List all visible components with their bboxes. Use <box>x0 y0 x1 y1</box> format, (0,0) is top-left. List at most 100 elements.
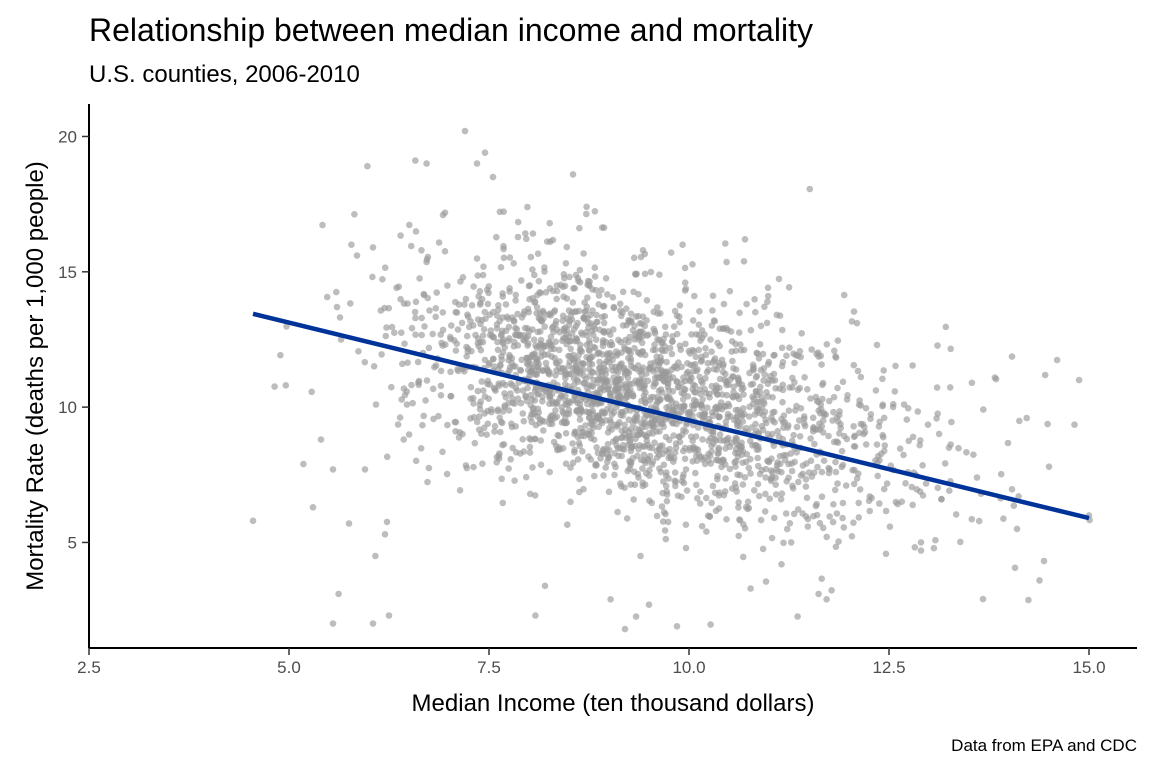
scatter-point <box>522 230 529 237</box>
scatter-point <box>580 250 587 257</box>
scatter-point <box>829 518 837 526</box>
scatter-point <box>493 312 501 320</box>
scatter-point <box>723 516 730 523</box>
scatter-point <box>598 385 605 392</box>
scatter-point <box>610 303 618 311</box>
scatter-point <box>550 308 558 316</box>
scatter-point <box>478 295 486 303</box>
scatter-point <box>755 492 763 500</box>
scatter-point <box>399 360 406 368</box>
scatter-point <box>817 352 825 360</box>
scatter-point <box>716 375 724 383</box>
scatter-point <box>970 451 977 459</box>
scatter-point <box>595 423 602 431</box>
scatter-point <box>919 462 926 469</box>
scatter-point <box>473 418 481 426</box>
scatter-point <box>355 348 362 355</box>
scatter-point <box>461 301 468 308</box>
scatter-point <box>818 361 825 368</box>
scatter-point <box>1036 577 1043 584</box>
scatter-point <box>437 382 445 390</box>
scatter-point <box>699 436 706 443</box>
scatter-point <box>619 322 627 329</box>
scatter-point <box>654 421 662 428</box>
scatter-point <box>823 533 830 541</box>
scatter-point <box>377 307 385 314</box>
scatter-point <box>779 326 786 334</box>
scatter-point <box>511 477 518 485</box>
scatter-point <box>840 524 848 531</box>
scatter-point <box>500 254 508 262</box>
scatter-point <box>762 490 769 498</box>
scatter-point <box>630 288 637 296</box>
scatter-point <box>575 439 583 447</box>
scatter-point <box>1016 417 1023 425</box>
scatter-point <box>742 424 750 432</box>
regression-line <box>252 311 1090 521</box>
scatter-point <box>702 375 709 382</box>
scatter-point <box>880 367 887 374</box>
scatter-point <box>549 236 557 244</box>
scatter-point <box>401 391 409 399</box>
scatter-point <box>752 420 759 428</box>
scatter-point <box>393 284 400 292</box>
scatter-point <box>980 406 987 413</box>
scatter-point <box>836 430 843 437</box>
scatter-point <box>672 482 679 490</box>
scatter-point <box>662 535 670 543</box>
scatter-point <box>795 478 802 486</box>
scatter-point <box>802 476 810 483</box>
scatter-point <box>789 374 796 382</box>
scatter-point <box>695 321 703 329</box>
scatter-point <box>661 527 669 534</box>
scatter-point <box>909 433 917 441</box>
x-axis-ticks: 2.5 5.0 7.5 10.0 12.5 15.0 <box>77 648 1106 677</box>
scatter-point <box>555 446 562 453</box>
scatter-point <box>908 483 916 491</box>
scatter-point <box>491 428 498 435</box>
scatter-point <box>435 239 443 246</box>
scatter-point <box>872 387 880 394</box>
scatter-point <box>804 523 812 530</box>
scatter-point <box>552 317 560 325</box>
scatter-point <box>762 474 769 481</box>
scatter-point <box>619 288 627 296</box>
scatter-point <box>736 517 744 524</box>
scatter-point <box>777 495 785 503</box>
scatter-point <box>783 525 791 533</box>
scatter-point <box>771 514 778 522</box>
scatter-point <box>569 171 577 178</box>
scatter-point <box>528 367 535 374</box>
scatter-point <box>639 479 646 487</box>
scatter-point <box>732 347 740 355</box>
scatter-point <box>771 351 778 359</box>
scatter-point <box>562 397 569 405</box>
scatter-point <box>675 433 683 440</box>
scatter-point <box>534 413 541 420</box>
scatter-point <box>479 460 486 468</box>
scatter-point <box>563 243 571 251</box>
scatter-point <box>737 409 744 416</box>
scatter-point <box>562 419 570 427</box>
scatter-point <box>644 377 652 385</box>
scatter-point <box>639 247 647 254</box>
scatter-point <box>649 424 656 432</box>
scatter-point <box>769 469 776 476</box>
scatter-point <box>866 507 873 515</box>
scatter-point <box>779 381 787 389</box>
scatter-point <box>439 309 447 316</box>
scatter-point <box>425 464 433 472</box>
scatter-point <box>404 359 411 367</box>
scatter-point <box>743 300 750 308</box>
scatter-point <box>647 268 655 276</box>
scatter-point <box>957 538 964 546</box>
scatter-point <box>815 407 822 414</box>
scatter-point <box>763 319 771 327</box>
scatter-point <box>553 326 560 333</box>
scatter-point <box>765 376 773 384</box>
scatter-point <box>412 457 420 465</box>
scatter-point <box>833 510 841 517</box>
scatter-point <box>836 408 843 415</box>
scatter-point <box>774 427 781 435</box>
scatter-point <box>508 355 516 362</box>
